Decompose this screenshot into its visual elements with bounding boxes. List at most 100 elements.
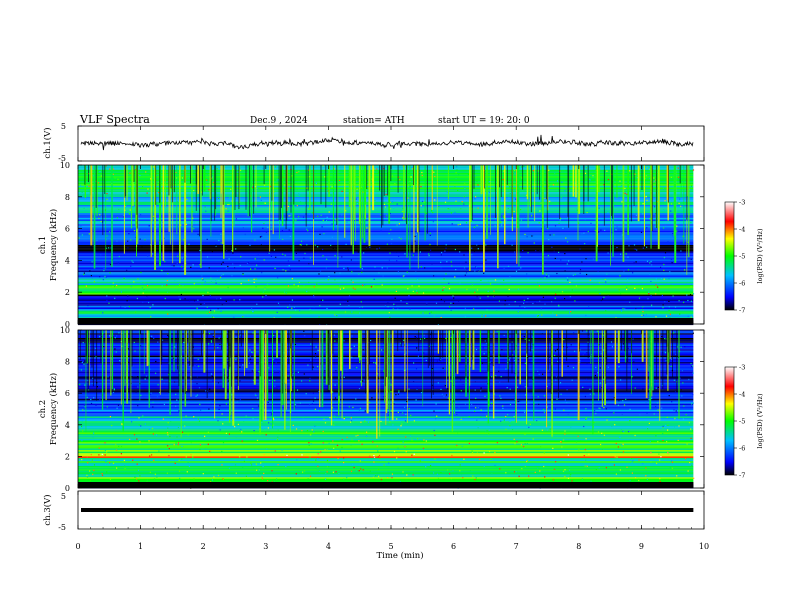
spectrogram-pixel (217, 420, 219, 422)
spectrogram-pixel (236, 200, 238, 203)
spectrogram-pixel (616, 246, 618, 249)
time-axis-label: Time (min) (376, 550, 423, 561)
dark-streak (397, 330, 399, 352)
dark-streak (387, 165, 389, 196)
spectrogram-pixel (287, 306, 289, 308)
sferic-streak (499, 165, 501, 224)
spectrogram-pixel (142, 415, 144, 417)
spectrogram-pixel (455, 200, 457, 202)
spectrogram-pixel (168, 448, 170, 450)
spectrogram-pixel (688, 378, 690, 381)
spectrogram-pixel (355, 198, 357, 200)
spectrogram-pixel (677, 439, 679, 441)
sferic-streak (330, 330, 333, 426)
spectrogram-pixel (222, 478, 224, 480)
spectrogram-pixel (140, 281, 142, 283)
colorbar-tick-label: -7 (739, 307, 745, 315)
spectrogram-pixel (626, 286, 628, 289)
spectrogram-pixel (192, 264, 194, 266)
spectrogram-pixel (157, 341, 159, 343)
ch2-colorbar-gradient (724, 366, 735, 476)
spectrogram-pixel (196, 307, 198, 309)
sferic-streak (355, 165, 356, 242)
spectrogram-pixel (166, 284, 168, 286)
spectrogram-pixel (120, 306, 122, 308)
spectrogram-pixel (384, 395, 386, 397)
spectrogram-pixel (628, 245, 630, 247)
spectrogram-pixel (491, 376, 493, 378)
spectrogram-pixel (211, 375, 213, 377)
spectrogram-pixel (670, 365, 672, 367)
spectrogram-pixel (90, 454, 92, 456)
spectrogram-pixel (514, 398, 516, 400)
spectrogram-pixel (149, 455, 151, 457)
spectrogram-pixel (599, 293, 601, 295)
spectrogram-pixel (407, 303, 409, 305)
spectrogram-pixel (620, 253, 622, 255)
spectrogram-pixel (415, 233, 417, 235)
spectrogram-pixel (276, 439, 279, 441)
spectrogram-pixel (291, 278, 293, 280)
spectrogram-pixel (548, 169, 550, 171)
spectrogram-pixel (149, 393, 152, 396)
spectrogram-pixel (213, 310, 216, 312)
spectrogram-pixel (100, 220, 102, 223)
spectrogram-pixel (526, 390, 528, 392)
spectrogram-pixel (369, 455, 371, 457)
dark-streak (530, 165, 532, 213)
dark-streak (336, 165, 338, 225)
spectrogram-pixel (479, 458, 481, 461)
spectrogram-pixel (220, 310, 222, 312)
spectrogram-pixel (339, 285, 341, 287)
spectrogram-pixel (393, 355, 395, 357)
spectrogram-pixel (208, 408, 210, 410)
spectrogram-pixel (312, 227, 314, 229)
sferic-streak (577, 165, 579, 241)
colorbar-tick-label: -6 (739, 445, 745, 453)
dark-streak (620, 330, 622, 351)
spectrogram-row (78, 445, 694, 447)
spectrogram-pixel (684, 269, 686, 271)
spectrogram-pixel (603, 474, 605, 476)
spectrogram-pixel (260, 199, 262, 201)
spectrogram-pixel (627, 269, 630, 271)
spectrogram-pixel (192, 239, 194, 241)
ch3-ytick-bottom: -5 (58, 523, 66, 532)
spectrogram-pixel (326, 177, 328, 179)
spectrogram-pixel (103, 270, 105, 272)
spectrogram-pixel (151, 211, 153, 213)
spectrogram-pixel (404, 406, 406, 408)
spectrogram-pixel (509, 276, 511, 278)
spectrogram-pixel (82, 430, 84, 432)
spectrogram-pixel (275, 166, 277, 168)
spectrogram-pixel (398, 390, 400, 392)
spectrogram-pixel (516, 441, 518, 443)
low-frequency-strip (78, 318, 694, 324)
spectrogram-pixel (449, 473, 451, 475)
spectrogram-pixel (116, 217, 118, 219)
spectrogram-row (78, 198, 694, 201)
spectrogram-pixel (684, 346, 686, 348)
sferic-streak (368, 165, 371, 246)
spectrogram-pixel (126, 269, 128, 271)
spectrogram-pixel (644, 201, 647, 203)
spectrogram-pixel (450, 212, 452, 214)
spectrogram-pixel (295, 252, 297, 254)
spectrogram-pixel (328, 276, 330, 278)
sferic-streak (169, 330, 171, 415)
dark-streak (484, 165, 486, 189)
spectrogram-pixel (131, 376, 133, 378)
spectrogram-pixel (634, 287, 636, 289)
spectrogram-pixel (690, 258, 692, 260)
sferic-streak (533, 330, 535, 421)
spectrogram-pixel (441, 251, 443, 254)
spectrogram-pixel (304, 204, 307, 206)
spectrogram-pixel (429, 312, 431, 314)
spectrogram-pixel (142, 292, 144, 294)
spectrogram-row (78, 173, 694, 175)
spectrogram-pixel (565, 187, 567, 189)
spectrogram-pixel (407, 197, 409, 199)
spectrogram-pixel (378, 272, 380, 274)
spectrogram-pixel (424, 337, 426, 339)
spectrogram-pixel (393, 303, 395, 305)
